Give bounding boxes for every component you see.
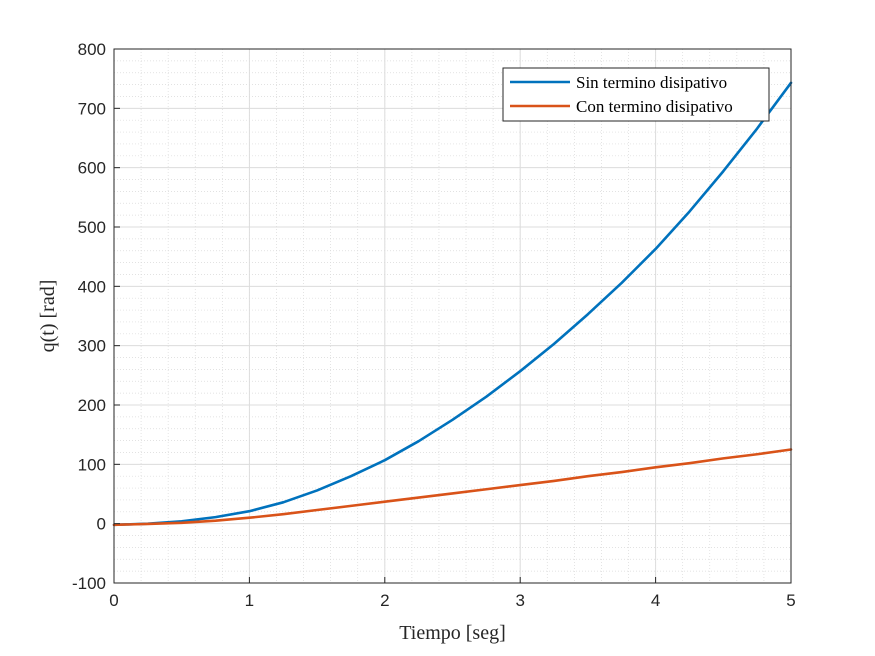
series-line-2 [112,448,793,527]
plot-background [114,49,791,583]
x-tick-label: 4 [651,591,660,610]
y-tick-label: -100 [72,574,106,593]
x-axis: 0 1 2 3 4 5 [109,577,796,610]
legend-box [502,67,770,122]
x-tick-label: 3 [515,591,524,610]
y-axis: -100 0 100 200 300 400 500 600 700 800 [72,40,120,593]
series-layer [112,81,793,527]
x-tick-label: 5 [786,591,795,610]
legend-label-2: Con termino disipativo [576,97,733,116]
x-tick-label: 0 [109,591,118,610]
legend-label-1: Sin termino disipativo [576,73,727,92]
y-tick-label: 700 [78,99,106,118]
x-axis-label: Tiempo [seg] [399,622,505,644]
y-tick-label: 400 [78,277,106,296]
legend: Sin termino disipativo Con termino disipa… [502,67,770,122]
y-tick-label: 500 [78,218,106,237]
y-tick-label: 800 [78,40,106,59]
y-tick-label: 100 [78,455,106,474]
y-tick-label: 200 [78,396,106,415]
y-tick-label: 0 [97,515,106,534]
y-axis-label: q(t) [rad] [37,280,59,353]
y-tick-label: 600 [78,159,106,178]
x-tick-label: 1 [245,591,254,610]
y-tick-label: 300 [78,337,106,356]
plot-frame [113,48,792,584]
series-line-1 [112,81,793,527]
x-tick-label: 2 [380,591,389,610]
